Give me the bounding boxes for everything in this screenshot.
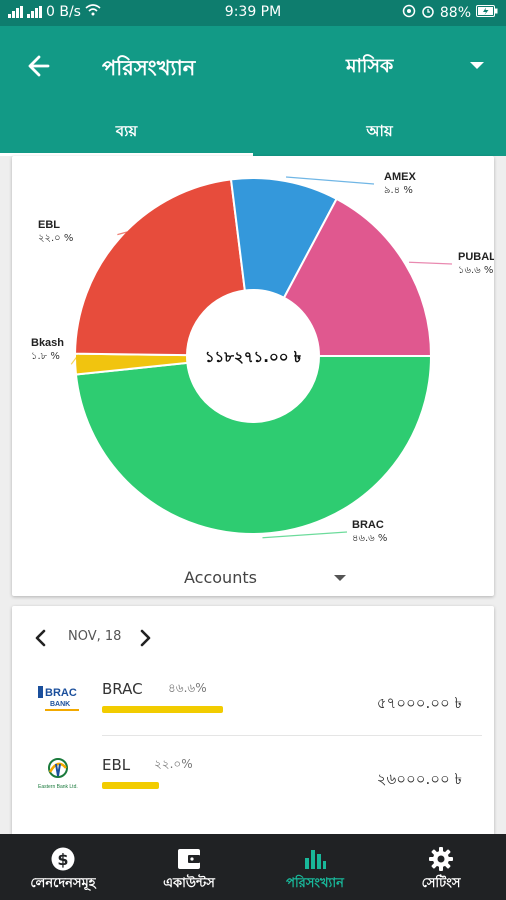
slice-label: PUBAL [458, 251, 494, 263]
leader-line [262, 531, 348, 539]
donut-hole [188, 291, 318, 421]
pie-slice-pubal[interactable] [282, 197, 433, 357]
back-button[interactable] [22, 50, 58, 82]
logo-text: BRAC [45, 687, 77, 699]
period-dropdown[interactable]: মাসিক [346, 52, 496, 82]
app-bar: পরিসংখ্যান মাসিক ব্যয় আয় [0, 26, 506, 156]
logo-subtext: BANK [50, 701, 70, 708]
pie-slice-brac[interactable] [74, 355, 433, 535]
prev-month-button[interactable] [30, 626, 52, 650]
slice-percent: ১.৮ % [31, 351, 60, 362]
slice-label: BRAC [352, 519, 384, 531]
account-amount: ৫৭০০০.০০ ৳ [376, 694, 462, 712]
account-name: EBL [102, 756, 131, 774]
caret-down-icon [334, 575, 346, 581]
divider [102, 735, 482, 736]
battery-percent: 88% [439, 5, 471, 21]
tab-indicator [0, 153, 253, 156]
nav-label: লেনদেনসমূহ [30, 876, 96, 891]
pie-slice-ebl[interactable] [74, 178, 246, 357]
bar-chart-icon [305, 850, 326, 869]
accounts-value: Accounts [184, 568, 257, 587]
gear-icon [429, 847, 453, 871]
data-saver-icon [402, 4, 416, 22]
signal-icon [8, 6, 23, 18]
accounts-dropdown[interactable]: Accounts [172, 568, 352, 594]
signal-icon-2 [27, 6, 42, 18]
account-amount: ২৬০০০.০০ ৳ [376, 770, 462, 788]
leader-line [117, 231, 128, 236]
share-bar [102, 706, 223, 713]
slice-label: EBL [38, 219, 60, 231]
account-percent: ২২.০% [154, 757, 193, 771]
slice-label: Bkash [31, 337, 64, 349]
nav-statistics[interactable]: পরিসংখ্যান [252, 834, 378, 900]
slice-percent: ৯.৪ % [384, 185, 413, 196]
nav-accounts[interactable]: একাউন্টস [126, 834, 252, 900]
tab-expense[interactable]: ব্যয় [115, 122, 138, 140]
status-time: 9:39 PM [224, 4, 282, 20]
month-label: NOV, 18 [68, 629, 122, 644]
wallet-icon [178, 849, 200, 869]
account-list-card: NOV, 18 BRAC BANK BRAC ৪৬.৬% ৫৭০০০.০০ ৳ … [12, 606, 494, 836]
month-navigator: NOV, 18 [30, 626, 190, 650]
caret-down-icon [470, 62, 484, 69]
chevron-left-icon [35, 629, 46, 647]
svg-text:$: $ [57, 850, 68, 869]
bottom-navigation: $ লেনদেনসমূহ একাউন্টস পরিসংখ্যান সেটিংস [0, 834, 506, 900]
network-speed: 0 B/s [46, 4, 81, 20]
battery-charging-icon [476, 5, 498, 21]
pie-chart: BRAC ৪৬.৬ % Bkash ১.৮ % EBL ২২.০ % AMEX ৯.৪ % PU… [31, 171, 494, 544]
nav-label: একাউন্টস [163, 876, 215, 891]
slice-percent: ৪৬.৬ % [352, 533, 387, 544]
share-bar [102, 782, 159, 789]
tab-income[interactable]: আয় [366, 122, 393, 140]
nav-transactions[interactable]: $ লেনদেনসমূহ [0, 834, 126, 900]
slice-label: AMEX [384, 171, 416, 183]
status-left: 0 B/s [8, 4, 101, 20]
arrow-left-icon [28, 55, 50, 77]
account-percent: ৪৬.৬% [168, 681, 207, 695]
nav-label: সেটিংস [421, 876, 461, 891]
wifi-icon [85, 4, 101, 20]
alarm-icon [421, 4, 435, 22]
chart-card: BRAC ৪৬.৬ % Bkash ১.৮ % EBL ২২.০ % AMEX ৯.৪ % PU… [12, 156, 494, 596]
slice-percent: ১৬.৬ % [458, 265, 493, 276]
leader-line [285, 176, 375, 185]
nav-label: পরিসংখ্যান [286, 876, 344, 891]
nav-settings[interactable]: সেটিংস [378, 834, 504, 900]
chart-total: ১১৮২৭১.০০ ৳ [205, 348, 302, 366]
logo-text: Eastern Bank Ltd. [38, 784, 78, 790]
list-item[interactable]: Eastern Bank Ltd. EBL ২২.০% ২৬০০০.০০ ৳ [12, 740, 494, 812]
list-item[interactable]: BRAC BANK BRAC ৪৬.৬% ৫৭০০০.০০ ৳ [12, 664, 494, 736]
status-right: 88% [402, 4, 498, 22]
ebl-logo: Eastern Bank Ltd. [36, 756, 86, 792]
period-value: মাসিক [346, 55, 394, 77]
slice-percent: ২২.০ % [38, 233, 73, 244]
brac-bank-logo: BRAC BANK [36, 680, 86, 716]
page-title: পরিসংখ্যান [102, 56, 196, 80]
chevron-right-icon [140, 629, 151, 647]
dollar-circle-icon: $ [51, 847, 75, 871]
next-month-button[interactable] [134, 626, 156, 650]
status-bar: 0 B/s 9:39 PM 88% [0, 0, 506, 26]
leader-line [408, 261, 453, 265]
account-name: BRAC [102, 680, 143, 698]
